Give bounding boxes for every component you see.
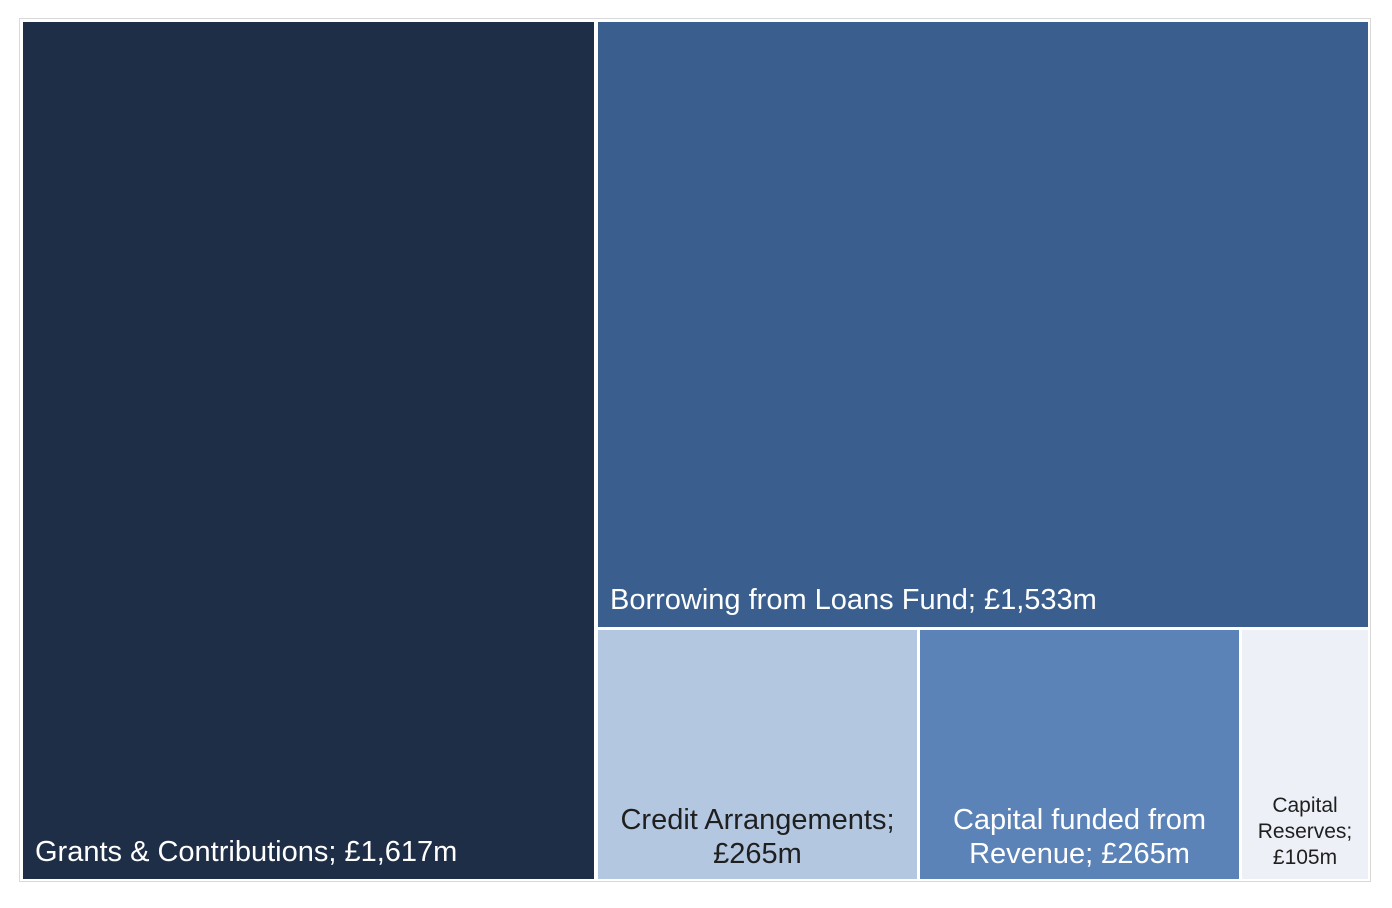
- tile-label-credit-arrangements: Credit Arrangements; £265m: [598, 803, 917, 871]
- tile-label-line: £265m: [713, 838, 802, 870]
- tile-label-capital-reserves: Capital Reserves; £105m: [1242, 793, 1368, 871]
- tile-credit-arrangements: Credit Arrangements; £265m: [598, 630, 917, 879]
- treemap-chart: Grants & Contributions; £1,617m Borrowin…: [19, 18, 1371, 882]
- tile-borrowing-loans-fund: Borrowing from Loans Fund; £1,533m: [598, 22, 1368, 627]
- tile-label-line: Capital funded from: [952, 804, 1207, 836]
- tile-label-line: Capital: [1272, 794, 1338, 817]
- tile-capital-reserves: Capital Reserves; £105m: [1242, 630, 1368, 879]
- tile-capital-funded-revenue: Capital funded from Revenue; £265m: [920, 630, 1239, 879]
- tile-label-borrowing-loans-fund: Borrowing from Loans Fund; £1,533m: [610, 584, 1097, 616]
- tile-label-grants-contributions: Grants & Contributions; £1,617m: [35, 836, 458, 868]
- tile-label-line: £105m: [1272, 846, 1338, 869]
- tile-label-line: Revenue; £265m: [969, 838, 1190, 870]
- tile-label-capital-funded-revenue: Capital funded from Revenue; £265m: [920, 803, 1239, 871]
- tile-label-line: Reserves;: [1257, 820, 1353, 843]
- tile-label-line: Credit Arrangements;: [620, 804, 895, 836]
- tile-grants-contributions: Grants & Contributions; £1,617m: [23, 22, 594, 879]
